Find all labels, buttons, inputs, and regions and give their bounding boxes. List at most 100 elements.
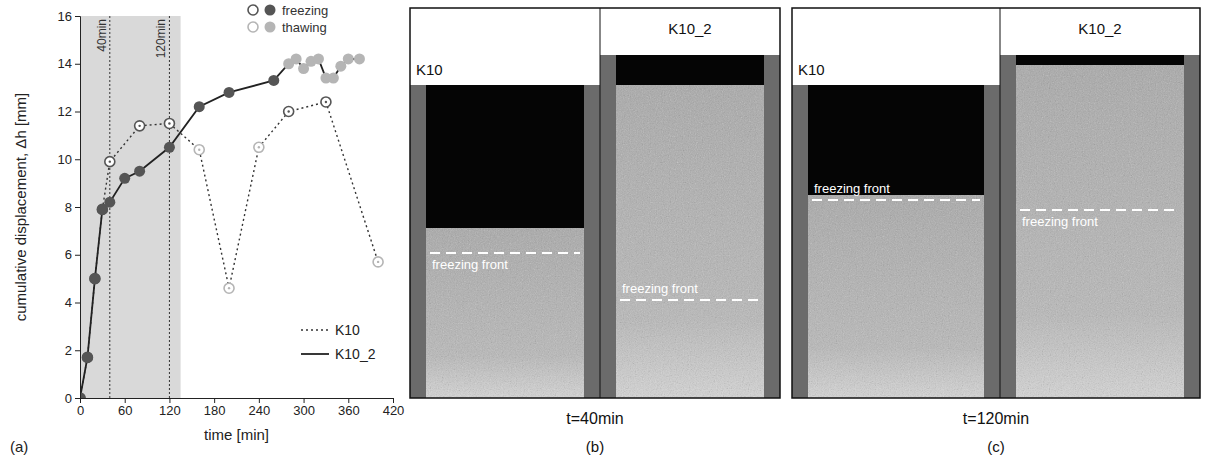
y-tick-mark bbox=[75, 112, 80, 113]
marker-ring bbox=[254, 142, 264, 152]
marker bbox=[328, 73, 339, 84]
container-wall bbox=[1184, 55, 1200, 398]
y-tick-mark bbox=[75, 207, 80, 208]
container-wall bbox=[600, 55, 616, 398]
y-tick: 6 bbox=[65, 247, 80, 262]
annotation-line bbox=[169, 16, 170, 398]
sample-region bbox=[1016, 65, 1184, 398]
annotation-label: 120min bbox=[154, 19, 168, 58]
legend-filled-marker bbox=[265, 22, 276, 33]
panel-label: (c) bbox=[987, 438, 1005, 455]
marker-ring bbox=[284, 107, 294, 117]
legend-open-marker bbox=[248, 22, 258, 32]
marker-ring bbox=[135, 121, 145, 131]
freezing-front-label: freezing front bbox=[814, 181, 890, 196]
x-tick: 180 bbox=[204, 398, 226, 418]
marker bbox=[89, 273, 100, 284]
legend-label: thawing bbox=[282, 20, 327, 35]
freezing-front-label: freezing front bbox=[1022, 214, 1098, 229]
sample-grain bbox=[616, 85, 764, 398]
x-tick: 300 bbox=[293, 398, 315, 418]
panel-frame bbox=[792, 8, 1200, 398]
y-axis-title: cumulative displacement, Δh [mm] bbox=[12, 93, 29, 321]
marker-center bbox=[325, 101, 327, 103]
x-tick-label: 0 bbox=[77, 403, 84, 418]
y-tick-label: 4 bbox=[65, 295, 72, 310]
freezing-front-label: freezing front bbox=[432, 257, 508, 272]
sample-region bbox=[616, 85, 764, 398]
y-tick-label: 10 bbox=[58, 152, 72, 167]
container-wall bbox=[410, 85, 426, 398]
marker bbox=[291, 53, 302, 64]
y-tick-label: 2 bbox=[65, 343, 72, 358]
marker bbox=[119, 173, 130, 184]
x-axis: 060120180240300360420 bbox=[77, 398, 404, 418]
marker-ring bbox=[194, 145, 204, 155]
marker bbox=[284, 107, 294, 117]
x-tick-label: 180 bbox=[204, 403, 226, 418]
x-tick-label: 360 bbox=[338, 403, 360, 418]
legend-filled-marker bbox=[265, 5, 276, 16]
x-axis-title: time [min] bbox=[204, 426, 269, 443]
container-wall bbox=[584, 85, 600, 398]
phase-legend-item: thawing bbox=[248, 20, 327, 35]
sample-image: freezing front bbox=[410, 85, 600, 398]
freezing-front-label: freezing front bbox=[622, 281, 698, 296]
container-wall bbox=[984, 85, 1000, 398]
air-region bbox=[616, 55, 764, 85]
series-line bbox=[80, 102, 378, 398]
container-wall bbox=[764, 55, 780, 398]
marker bbox=[90, 274, 100, 284]
figure: 0601201802403003604200246810121416time [… bbox=[0, 0, 1208, 462]
x-tick: 240 bbox=[249, 398, 271, 418]
y-tick-label: 14 bbox=[58, 56, 72, 71]
y-tick-label: 6 bbox=[65, 247, 72, 262]
marker-ring bbox=[224, 283, 234, 293]
air-region bbox=[1016, 55, 1184, 65]
x-tick: 360 bbox=[338, 398, 360, 418]
marker-ring bbox=[164, 118, 174, 128]
marker bbox=[224, 283, 234, 293]
plot-area bbox=[80, 16, 383, 398]
marker-center bbox=[109, 160, 111, 162]
image-panel: freezing frontK10freezing frontK10_2 bbox=[792, 8, 1200, 398]
marker bbox=[194, 101, 205, 112]
y-tick: 16 bbox=[58, 9, 80, 24]
y-tick: 8 bbox=[65, 200, 80, 215]
marker-center bbox=[198, 149, 200, 151]
panel-divider bbox=[1000, 8, 1001, 398]
sample-grain bbox=[808, 195, 984, 398]
sample-region bbox=[426, 228, 584, 398]
y-tick: 0 bbox=[65, 391, 80, 406]
sample-region bbox=[808, 195, 984, 398]
marker-ring bbox=[373, 257, 383, 267]
container-wall bbox=[1000, 55, 1016, 398]
marker-center bbox=[377, 261, 379, 263]
annotation-label: 40min bbox=[95, 19, 109, 52]
image-panel: freezing frontK10freezing frontK10_2 bbox=[410, 8, 780, 398]
y-tick-mark bbox=[75, 159, 80, 160]
marker bbox=[354, 53, 365, 64]
marker bbox=[194, 145, 204, 155]
sample-image: freezing front bbox=[792, 85, 1000, 398]
marker bbox=[321, 97, 331, 107]
marker bbox=[82, 352, 92, 362]
image-caption: t=120min bbox=[963, 410, 1029, 427]
legend-line bbox=[301, 329, 329, 330]
y-tick-label: 12 bbox=[58, 104, 72, 119]
marker-center bbox=[138, 125, 140, 127]
panel-divider bbox=[600, 8, 601, 398]
marker-center bbox=[228, 287, 230, 289]
y-tick: 2 bbox=[65, 343, 80, 358]
phase-legend-item: freezing bbox=[248, 3, 328, 18]
legend-label: K10_2 bbox=[335, 346, 376, 362]
x-tick: 420 bbox=[383, 398, 405, 418]
x-tick-label: 120 bbox=[159, 403, 181, 418]
y-tick-mark bbox=[75, 64, 80, 65]
y-tick-label: 0 bbox=[65, 391, 72, 406]
y-tick-mark bbox=[75, 350, 80, 351]
series-legend-item: K10_2 bbox=[301, 346, 376, 362]
marker bbox=[135, 121, 145, 131]
y-tick: 14 bbox=[58, 56, 80, 71]
sample-name: K10 bbox=[798, 61, 825, 78]
